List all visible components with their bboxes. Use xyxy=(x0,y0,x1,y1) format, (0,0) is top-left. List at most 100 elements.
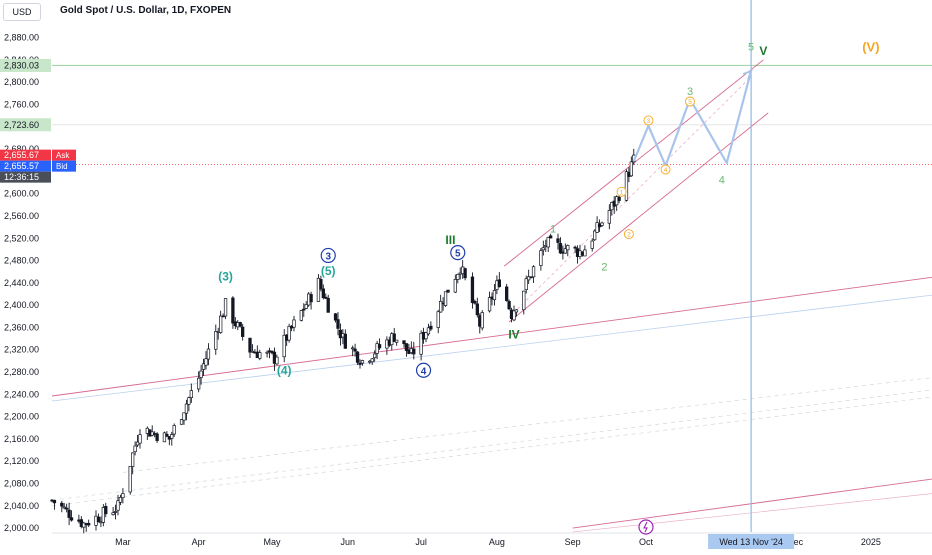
currency-selector[interactable]: USD xyxy=(3,3,41,21)
candle-body xyxy=(241,326,245,337)
candle-body xyxy=(128,465,132,493)
candle-body xyxy=(456,273,460,280)
x-tick-label: 2025 xyxy=(861,537,881,547)
candle-body xyxy=(512,310,516,321)
candle-body xyxy=(101,507,105,523)
candle-body xyxy=(138,434,142,444)
candle-body xyxy=(541,247,545,251)
bid-price-badge: 2,655.57 xyxy=(4,161,39,171)
wave-label: 4 xyxy=(664,167,668,174)
candle-body xyxy=(563,248,567,254)
y-tick-label: 2,560.00 xyxy=(4,211,39,221)
projection-path[interactable] xyxy=(632,70,753,167)
projection-arrowhead xyxy=(742,69,753,80)
candle-body xyxy=(402,340,406,345)
x-tick-label: Dec xyxy=(787,537,804,547)
candle-body xyxy=(404,343,409,351)
candle-body xyxy=(65,507,69,510)
candle-body xyxy=(304,304,308,309)
countdown-badge-bg xyxy=(0,171,51,183)
channel-lower[interactable] xyxy=(508,112,769,323)
candle-body xyxy=(155,433,159,441)
countdown-badge: 12:36:15 xyxy=(4,172,39,182)
candle-body xyxy=(487,297,492,312)
candle-body xyxy=(429,325,433,330)
candle-body xyxy=(436,311,440,328)
crosshair-date-bg xyxy=(708,534,795,549)
candle-body xyxy=(505,286,509,301)
x-tick-label: Jul xyxy=(415,537,427,547)
x-tick-label: Mar xyxy=(115,537,131,547)
wave-label-circle xyxy=(415,362,432,378)
candle-body xyxy=(170,434,174,439)
candle-body xyxy=(617,196,621,201)
candle-body xyxy=(507,301,511,310)
y-tick-label: 2,800.00 xyxy=(4,77,39,87)
candle-body xyxy=(62,506,66,509)
y-tick-label: 2,080.00 xyxy=(4,479,39,489)
candle-body xyxy=(527,276,531,281)
candle-body xyxy=(360,360,365,364)
candle-body xyxy=(480,312,484,329)
x-tick-label: Jun xyxy=(341,537,356,547)
faint-trend-a[interactable] xyxy=(51,389,932,501)
wave-label: III xyxy=(445,233,455,247)
wave-label: IV xyxy=(508,328,519,342)
candle-body xyxy=(118,496,123,503)
candle-body xyxy=(424,332,428,340)
candle-body xyxy=(52,499,57,504)
channel-mid[interactable] xyxy=(508,76,752,318)
ask-price-badge: 2,655.67 xyxy=(4,150,39,160)
candle-body xyxy=(197,377,201,390)
ask-tag: Ask xyxy=(56,151,70,160)
faint-trend-c[interactable] xyxy=(122,377,932,473)
candle-body xyxy=(426,327,431,335)
wave-label-circle xyxy=(616,186,627,197)
candle-body xyxy=(189,390,193,398)
event-marker[interactable] xyxy=(638,519,654,535)
long-trend-parallel[interactable] xyxy=(51,294,932,402)
candle-body xyxy=(299,310,303,321)
low-trend-upper[interactable] xyxy=(572,478,932,529)
candle-body xyxy=(573,246,577,249)
candle-body xyxy=(607,210,611,224)
wave-label: 2 xyxy=(601,262,607,274)
candle-body xyxy=(214,331,218,350)
candle-body xyxy=(590,240,594,249)
candle-body xyxy=(583,249,587,257)
candle-body xyxy=(104,506,108,515)
x-tick-label: Sep xyxy=(565,537,581,547)
candle-body xyxy=(529,276,533,279)
candle-body xyxy=(546,237,550,248)
candle-body xyxy=(392,333,396,342)
candle-body xyxy=(316,277,321,302)
candle-body xyxy=(558,243,563,254)
y-tick-label: 2,880.00 xyxy=(4,33,39,43)
candle-body xyxy=(624,171,629,201)
x-tick-label: Apr xyxy=(192,537,206,547)
candle-body xyxy=(182,412,186,421)
candle-body xyxy=(370,358,374,363)
wave-label-circle xyxy=(660,164,671,175)
wave-label: 1 xyxy=(550,224,556,236)
faint-trend-b[interactable] xyxy=(51,396,932,507)
candle-body xyxy=(473,300,477,304)
candle-body xyxy=(333,313,338,321)
candle-body xyxy=(358,362,362,365)
price-axis[interactable] xyxy=(0,0,52,550)
low-trend-lower[interactable] xyxy=(572,493,932,533)
bid-price-badge-bg xyxy=(0,160,51,172)
candle-body xyxy=(492,289,497,301)
wave-label: (3) xyxy=(218,270,233,284)
wave-label: 3 xyxy=(647,118,651,125)
wave-label-circle xyxy=(685,96,695,107)
candle-body xyxy=(324,296,328,299)
y-tick-label: 2,160.00 xyxy=(4,434,39,444)
ask-tag-bg xyxy=(52,149,76,161)
wave-label-circle xyxy=(623,229,634,240)
candle-body xyxy=(184,403,189,414)
candle-body xyxy=(201,363,206,370)
candle-body xyxy=(258,352,262,359)
